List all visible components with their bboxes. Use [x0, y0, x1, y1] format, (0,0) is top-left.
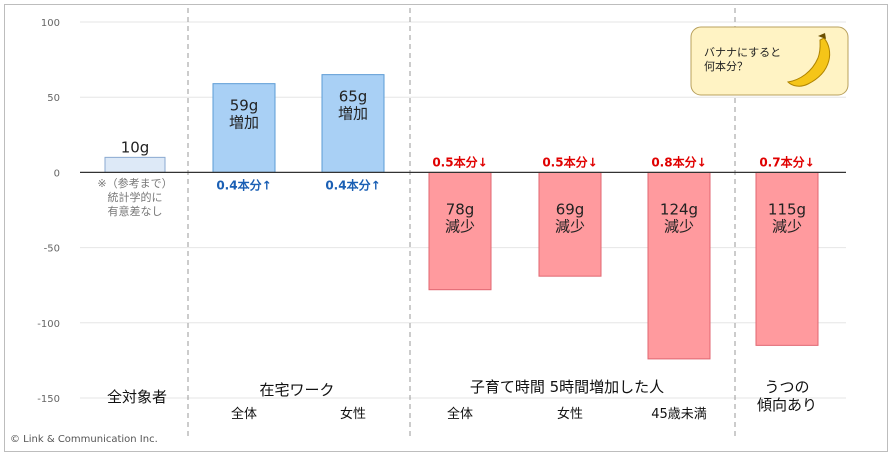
subcategory-childcare-under45: 45歳未満 [651, 407, 707, 422]
bar-value-label: 69g [556, 200, 585, 218]
callout-line: バナナにすると [704, 46, 781, 59]
y-tick-label: -150 [37, 394, 60, 405]
note-line: 統計学的に [108, 190, 163, 204]
not-significant-note: ※（参考まで） 統計学的に 有意差なし [97, 176, 172, 218]
bar-value-label: 増加 [229, 114, 259, 132]
bar [212, 83, 276, 173]
category-childcare: 子育て時間 5時間増加した人 [470, 378, 664, 396]
bar [428, 171, 492, 291]
callout-line: 何本分？ [704, 59, 748, 73]
bar-value-label: 減少 [445, 217, 475, 235]
banana-quantity-label: 0.5本分↓ [432, 154, 487, 169]
y-tick-label: 50 [47, 93, 60, 104]
gridlines [80, 21, 846, 399]
y-tick-label: 100 [41, 18, 60, 29]
banana-quantity-label: 0.4本分↑ [325, 177, 380, 192]
banana-quantity-label: 0.8本分↓ [651, 154, 706, 169]
bar [321, 74, 385, 173]
category-labels: 全対象者 在宅ワーク 子育て時間 5時間増加した人 うつの 傾向あり 全体 女性… [107, 378, 817, 422]
y-tick-label: 0 [54, 168, 60, 179]
bar-value-label: 減少 [555, 217, 585, 235]
banana-icon [786, 33, 831, 87]
bar-value-label: 124g [660, 200, 698, 218]
banana-callout: バナナにすると 何本分？ [690, 26, 849, 96]
bar-value-label: 増加 [338, 105, 368, 123]
category-all-respondents: 全対象者 [107, 388, 167, 406]
banana-quantity-label: 0.5本分↓ [542, 154, 597, 169]
bar-labels: 10g59g増加0.4本分↑65g増加0.4本分↑78g減少0.5本分↓69g減… [121, 88, 815, 236]
bar-value-label: 65g [339, 88, 368, 106]
bar-value-label: 減少 [772, 217, 802, 235]
subcategory-childcare-female: 女性 [557, 406, 583, 422]
bars [104, 74, 819, 360]
bar-value-label: 10g [121, 138, 150, 156]
bar [538, 171, 602, 277]
bar [755, 171, 819, 346]
copyright-text: © Link & Communication Inc. [10, 434, 158, 445]
bar [104, 156, 166, 173]
category-remote-work: 在宅ワーク [259, 381, 334, 399]
note-line: 有意差なし [108, 204, 163, 218]
banana-quantity-label: 0.4本分↑ [216, 177, 271, 192]
category-depression-line2: 傾向あり [757, 396, 817, 414]
note-line: ※（参考まで） [97, 176, 172, 190]
y-tick-label: -100 [37, 319, 60, 330]
y-tick-label: -50 [44, 244, 60, 255]
subcategory-remote-female: 女性 [340, 406, 366, 422]
subcategory-remote-all: 全体 [231, 406, 257, 422]
category-depression-line1: うつの [764, 378, 809, 396]
bar-value-label: 78g [446, 200, 475, 218]
bar-value-label: 減少 [664, 217, 694, 235]
bar-value-label: 59g [230, 97, 259, 115]
y-axis-ticks: 100 50 0 -50 -100 -150 [37, 18, 60, 405]
bar-value-label: 115g [768, 200, 806, 218]
banana-quantity-label: 0.7本分↓ [759, 154, 814, 169]
subcategory-childcare-all: 全体 [447, 406, 473, 422]
